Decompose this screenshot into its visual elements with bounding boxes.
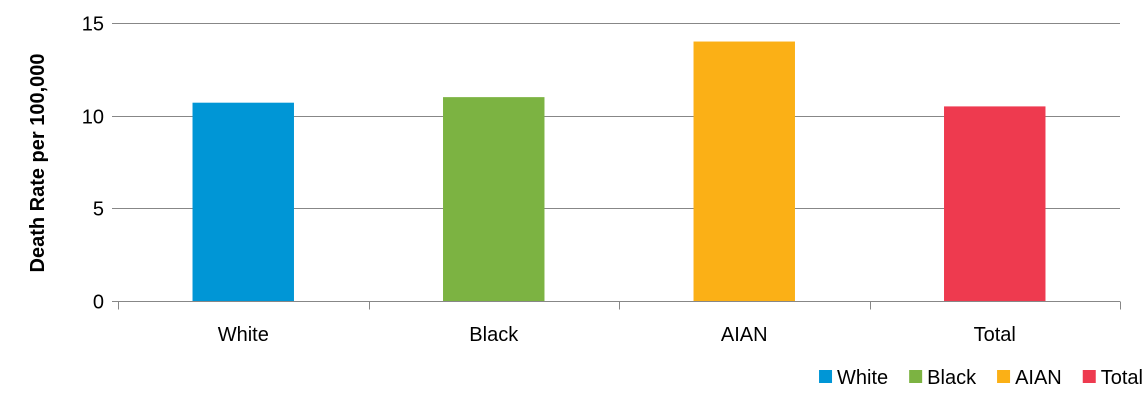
- bar-aian: [693, 41, 795, 302]
- y-tick-label: 5: [93, 199, 104, 221]
- legend-swatch-black: [909, 370, 923, 383]
- bar-black: [443, 97, 545, 301]
- legend-swatch-total: [1082, 370, 1096, 383]
- category-labels: White Black AIAN Total: [218, 324, 1016, 346]
- x-tick-label: Total: [974, 324, 1016, 346]
- legend-label: AIAN: [1015, 367, 1062, 389]
- x-tick-label: AIAN: [721, 324, 768, 346]
- legend: White Black AIAN Total: [819, 367, 1143, 389]
- bar-total: [944, 106, 1046, 302]
- legend-label: White: [837, 367, 888, 389]
- y-tick-label: 15: [82, 14, 104, 36]
- bar-white: [192, 102, 294, 302]
- y-tick-label: 0: [93, 292, 104, 314]
- legend-label: Total: [1101, 367, 1143, 389]
- x-tick-label: Black: [469, 324, 519, 346]
- y-axis-label: Death Rate per 100,000: [27, 53, 49, 272]
- legend-swatch-aian: [997, 370, 1011, 383]
- legend-label: Black: [927, 367, 977, 389]
- y-tick-labels: 0 5 10 15: [82, 14, 104, 314]
- legend-swatch-white: [819, 370, 833, 383]
- x-tick-label: White: [218, 324, 269, 346]
- x-axis: [112, 301, 1121, 310]
- y-tick-label: 10: [82, 107, 104, 129]
- bars: [192, 41, 1046, 302]
